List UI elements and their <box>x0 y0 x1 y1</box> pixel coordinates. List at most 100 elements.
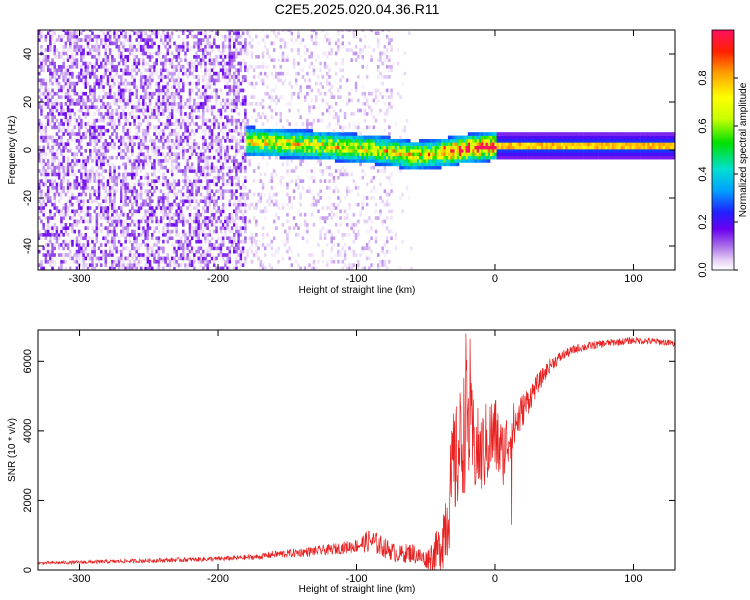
heatmap-cell <box>190 58 194 62</box>
heatmap-cell <box>179 139 183 143</box>
heatmap-cell <box>339 95 342 99</box>
heatmap-cell <box>146 85 150 89</box>
heatmap-cell <box>46 44 50 49</box>
heatmap-cell <box>197 212 201 217</box>
heatmap-cell <box>95 233 99 237</box>
heatmap-cell <box>186 118 189 123</box>
heatmap-cell <box>186 189 189 194</box>
heatmap-cell <box>250 125 254 130</box>
heatmap-cell <box>49 259 52 264</box>
heatmap-cell <box>290 142 294 146</box>
heatmap-cell <box>117 145 121 150</box>
heatmap-cell <box>49 263 52 267</box>
heatmap-cell <box>166 31 170 36</box>
heatmap-cell <box>95 216 99 220</box>
heatmap-cell <box>312 68 316 73</box>
heatmap-cell <box>66 189 70 194</box>
heatmap-cell <box>297 128 300 133</box>
heatmap-cell <box>84 182 88 187</box>
heatmap-cell <box>153 61 156 66</box>
heatmap-cell <box>244 125 247 130</box>
heatmap-cell <box>310 34 314 39</box>
heatmap-cell <box>51 38 54 42</box>
heatmap-cell <box>206 233 209 237</box>
heatmap-cell <box>100 229 103 234</box>
heatmap-cell <box>146 105 150 110</box>
heatmap-cell <box>186 135 189 140</box>
heatmap-cell <box>308 85 311 89</box>
heatmap-cell <box>255 152 258 157</box>
heatmap-cell <box>166 145 170 150</box>
heatmap-cell <box>244 199 247 204</box>
heatmap-cell <box>182 253 185 257</box>
heatmap-cell <box>60 216 63 220</box>
heatmap-cell <box>365 75 369 79</box>
heatmap-cell <box>270 172 274 177</box>
heatmap-cell <box>228 172 232 177</box>
heatmap-cell <box>235 149 238 153</box>
heatmap-cell <box>217 159 221 163</box>
heatmap-cell <box>326 132 329 136</box>
heatmap-cell <box>148 95 152 99</box>
heatmap-cell <box>162 142 165 146</box>
heatmap-cell <box>272 149 276 153</box>
heatmap-cell <box>361 48 365 52</box>
heatmap-cell <box>235 122 238 126</box>
heatmap-cell <box>202 78 205 83</box>
heatmap-cell <box>40 179 43 183</box>
heatmap-cell <box>95 229 99 234</box>
heatmap-cell <box>60 162 63 167</box>
heatmap-cell <box>208 196 212 200</box>
heatmap-cell <box>142 105 145 110</box>
heatmap-cell <box>162 145 165 150</box>
heatmap-cell <box>120 112 123 116</box>
heatmap-cell <box>60 223 63 227</box>
heatmap-cell <box>348 263 351 267</box>
heatmap-cell <box>210 48 214 52</box>
heatmap-cell <box>111 239 114 244</box>
heatmap-cell <box>244 145 247 150</box>
heatmap-cell <box>148 81 152 86</box>
heatmap-cell <box>55 102 59 106</box>
heatmap-cell <box>310 169 314 173</box>
heatmap-cell <box>286 30 289 32</box>
heatmap-cell <box>230 226 234 230</box>
heatmap-cell <box>292 58 296 62</box>
heatmap-cell <box>292 169 296 173</box>
heatmap-cell <box>299 68 302 73</box>
heatmap-cell <box>166 212 170 217</box>
heatmap-cell <box>73 132 77 136</box>
heatmap-cell <box>241 139 245 143</box>
heatmap-cell <box>182 81 185 86</box>
heatmap-cell <box>334 41 338 46</box>
heatmap-cell <box>266 149 269 153</box>
heatmap-cell <box>257 75 260 79</box>
heatmap-cell <box>44 102 48 106</box>
heatmap-cell <box>235 38 238 42</box>
heatmap-cell <box>235 249 238 254</box>
heatmap-cell <box>131 145 134 150</box>
heatmap-cell <box>343 263 347 267</box>
heatmap-cell <box>135 85 139 89</box>
heatmap-cell <box>190 88 194 93</box>
heatmap-cell <box>40 189 43 194</box>
heatmap-cell <box>297 71 300 76</box>
heatmap-cell <box>210 209 214 214</box>
heatmap-cell <box>188 189 192 194</box>
heatmap-cell <box>57 145 61 150</box>
heatmap-cell <box>365 112 369 116</box>
heatmap-cell <box>126 118 130 123</box>
heatmap-cell <box>80 186 83 190</box>
heatmap-cell <box>69 81 72 86</box>
heatmap-cell <box>186 75 189 79</box>
heatmap-cell <box>164 108 167 113</box>
heatmap-cell <box>75 41 79 46</box>
heatmap-cell <box>268 128 271 133</box>
heatmap-cell <box>217 246 221 251</box>
heatmap-cell <box>38 216 41 220</box>
heatmap-cell <box>326 243 329 247</box>
heatmap-cell <box>297 91 300 96</box>
heatmap-cell <box>46 226 50 230</box>
heatmap-cell <box>350 189 353 194</box>
heatmap-cell <box>204 122 207 126</box>
